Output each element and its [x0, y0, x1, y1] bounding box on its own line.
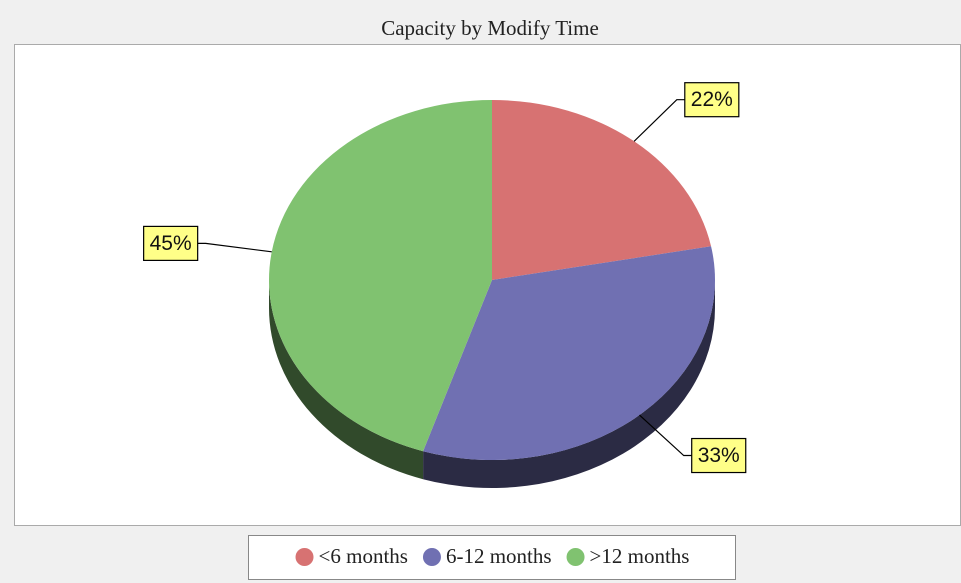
labels: 22% 33% 45% [143, 82, 747, 474]
slice [492, 100, 712, 280]
legend-label: <6 months [319, 544, 408, 568]
slice [268, 100, 492, 452]
label-box [143, 225, 199, 261]
leader-line [197, 242, 272, 253]
data-label: 33% [698, 444, 740, 467]
legend-swatch [422, 548, 441, 566]
pie-sides [269, 280, 715, 489]
legend-swatch [566, 548, 585, 566]
legend-items: <6 months 6-12 months >12 months [295, 544, 690, 568]
legend [248, 535, 736, 580]
label-box [691, 437, 747, 474]
data-label: 45% [150, 232, 192, 255]
pie-tops [268, 100, 716, 461]
legend-label: >12 months [590, 544, 690, 568]
legend-label: 6-12 months [446, 544, 552, 568]
slice-side [269, 280, 424, 480]
legend-swatch [295, 548, 314, 566]
label-box [684, 82, 740, 118]
slice-side [423, 280, 715, 489]
slice [423, 246, 716, 461]
data-label: 22% [691, 88, 733, 111]
leader-line [633, 99, 685, 142]
leader-line [639, 414, 692, 457]
chart-title: Capacity by Modify Time [381, 16, 599, 40]
